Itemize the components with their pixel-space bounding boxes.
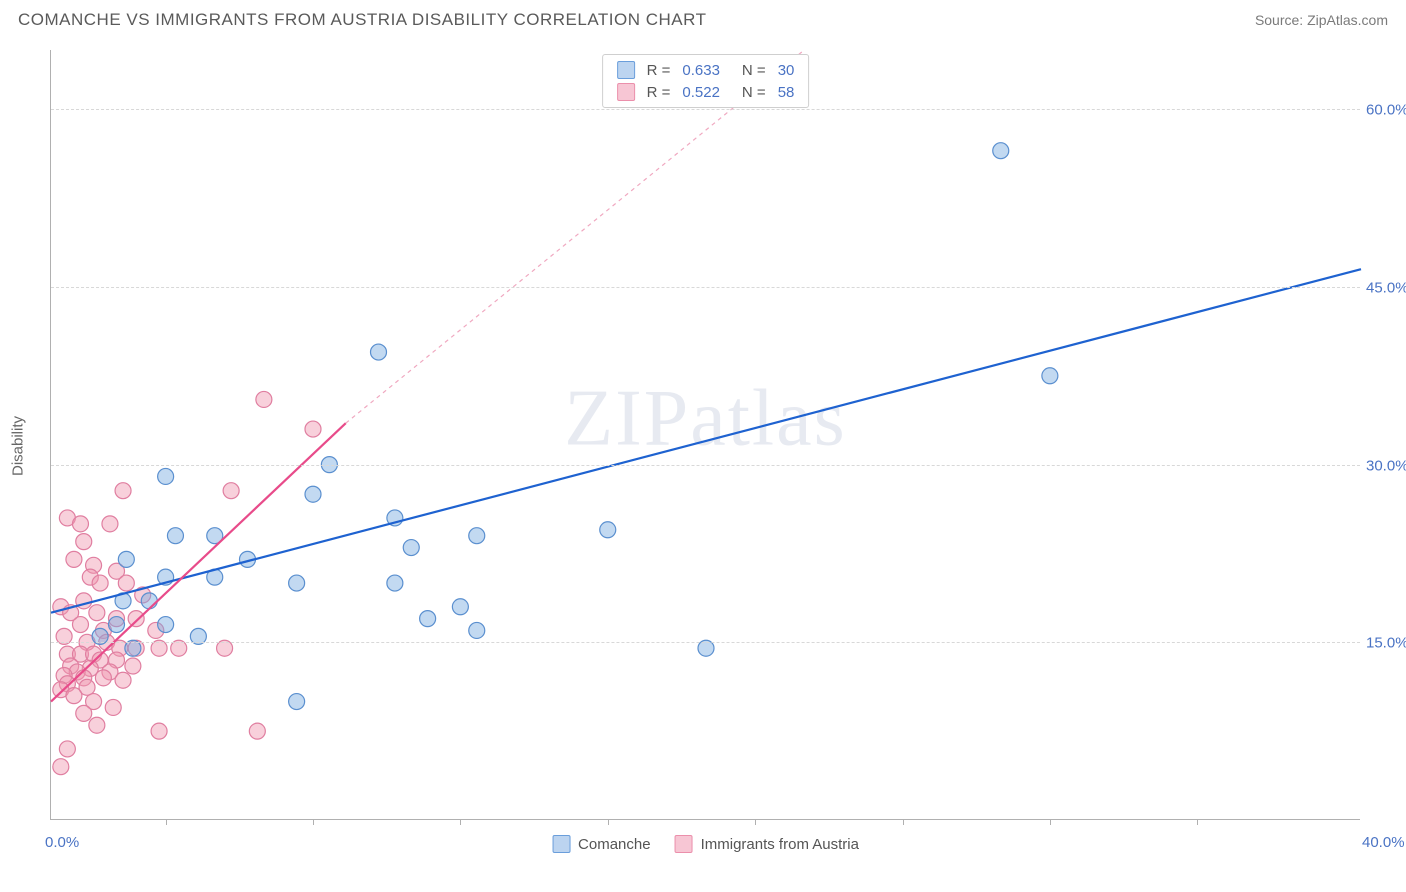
- data-point: [66, 551, 82, 567]
- data-point: [223, 483, 239, 499]
- data-point: [469, 528, 485, 544]
- data-point: [92, 575, 108, 591]
- x-tick: [460, 819, 461, 825]
- data-point: [305, 421, 321, 437]
- data-point: [420, 611, 436, 627]
- data-point: [993, 143, 1009, 159]
- gridline: 15.0%: [51, 642, 1360, 643]
- data-point: [249, 723, 265, 739]
- data-point: [105, 699, 121, 715]
- data-point: [289, 575, 305, 591]
- data-point: [600, 522, 616, 538]
- legend-item: Immigrants from Austria: [675, 835, 859, 853]
- legend-r-value: 0.522: [682, 84, 720, 101]
- legend-bottom: Comanche Immigrants from Austria: [552, 835, 859, 853]
- data-point: [1042, 368, 1058, 384]
- data-point: [89, 605, 105, 621]
- x-tick: [903, 819, 904, 825]
- legend-r-value: 0.633: [682, 62, 720, 79]
- data-point: [167, 528, 183, 544]
- x-tick: [1050, 819, 1051, 825]
- data-point: [72, 617, 88, 633]
- data-point: [125, 658, 141, 674]
- data-point: [118, 551, 134, 567]
- source-attribution: Source: ZipAtlas.com: [1255, 12, 1388, 28]
- data-point: [115, 672, 131, 688]
- gridline: 45.0%: [51, 287, 1360, 288]
- data-point: [289, 694, 305, 710]
- legend-n-value: 58: [778, 84, 795, 101]
- legend-label: Comanche: [578, 836, 651, 853]
- data-point: [89, 717, 105, 733]
- legend-r-label: R =: [647, 62, 671, 79]
- x-tick: [313, 819, 314, 825]
- legend-label: Immigrants from Austria: [701, 836, 859, 853]
- data-point: [158, 468, 174, 484]
- x-end-label: 40.0%: [1362, 834, 1406, 851]
- legend-top: R = 0.633 N = 30 R = 0.522 N = 58: [602, 54, 810, 108]
- legend-item: Comanche: [552, 835, 651, 853]
- trend-line-comanche: [51, 269, 1361, 613]
- legend-swatch: [675, 835, 693, 853]
- y-tick-label: 30.0%: [1366, 457, 1406, 474]
- legend-swatch: [552, 835, 570, 853]
- y-tick-label: 45.0%: [1366, 279, 1406, 296]
- data-point: [256, 391, 272, 407]
- plot-svg: [51, 50, 1360, 819]
- data-point: [109, 617, 125, 633]
- data-point: [118, 575, 134, 591]
- data-point: [371, 344, 387, 360]
- y-tick-label: 15.0%: [1366, 635, 1406, 652]
- data-point: [102, 516, 118, 532]
- data-point: [158, 617, 174, 633]
- x-tick: [608, 819, 609, 825]
- y-tick-label: 60.0%: [1366, 102, 1406, 119]
- gridline: 60.0%: [51, 109, 1360, 110]
- data-point: [53, 759, 69, 775]
- y-axis-label: Disability: [10, 416, 27, 476]
- legend-swatch: [617, 83, 635, 101]
- data-point: [66, 688, 82, 704]
- data-point: [115, 483, 131, 499]
- legend-swatch: [617, 61, 635, 79]
- data-point: [141, 593, 157, 609]
- data-point: [128, 611, 144, 627]
- legend-row: R = 0.522 N = 58: [603, 81, 809, 103]
- x-tick: [166, 819, 167, 825]
- data-point: [403, 540, 419, 556]
- chart-title: COMANCHE VS IMMIGRANTS FROM AUSTRIA DISA…: [18, 10, 706, 30]
- gridline: 30.0%: [51, 465, 1360, 466]
- data-point: [95, 670, 111, 686]
- data-point: [387, 575, 403, 591]
- legend-row: R = 0.633 N = 30: [603, 59, 809, 81]
- data-point: [151, 723, 167, 739]
- data-point: [76, 705, 92, 721]
- data-point: [59, 741, 75, 757]
- legend-n-label: N =: [742, 84, 766, 101]
- legend-r-label: R =: [647, 84, 671, 101]
- data-point: [76, 534, 92, 550]
- x-tick: [755, 819, 756, 825]
- plot-area: ZIPatlas 15.0%30.0%45.0%60.0% 0.0% 40.0%…: [50, 50, 1360, 820]
- data-point: [305, 486, 321, 502]
- data-point: [452, 599, 468, 615]
- legend-n-value: 30: [778, 62, 795, 79]
- x-tick: [1197, 819, 1198, 825]
- legend-n-label: N =: [742, 62, 766, 79]
- data-point: [72, 516, 88, 532]
- data-point: [469, 622, 485, 638]
- x-origin-label: 0.0%: [45, 834, 79, 851]
